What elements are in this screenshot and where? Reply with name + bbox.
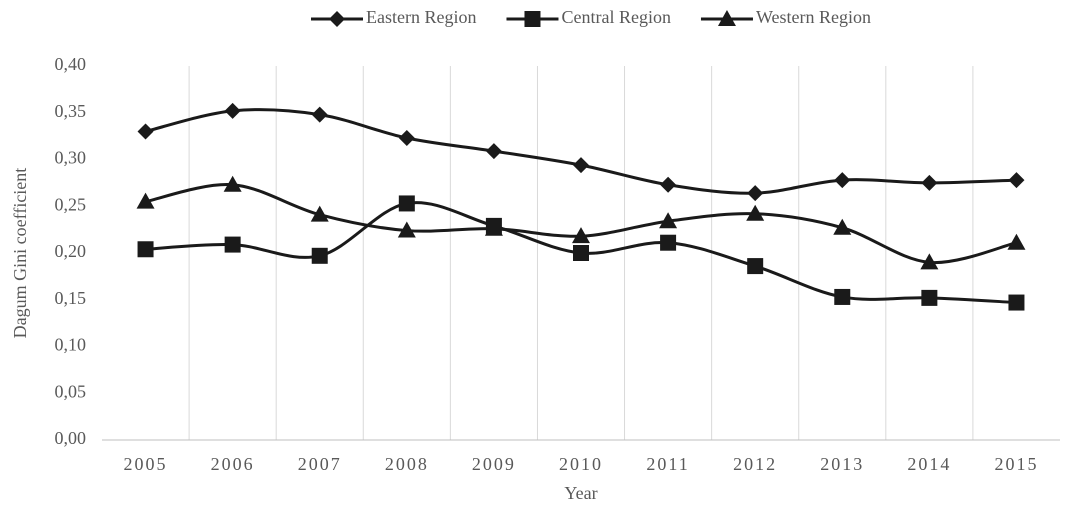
marker (747, 258, 764, 275)
marker (524, 11, 541, 27)
marker (310, 205, 329, 222)
marker (573, 157, 589, 174)
x-tick-label: 2014 (907, 454, 951, 474)
marker (659, 212, 678, 229)
y-tick-label: 0,00 (55, 428, 87, 448)
marker (834, 172, 851, 189)
marker (921, 289, 938, 306)
marker (397, 221, 416, 238)
marker (717, 10, 736, 26)
marker (311, 247, 328, 264)
x-tick-label: 2008 (385, 454, 429, 474)
x-tick-label: 2010 (559, 454, 603, 474)
x-tick-label: 2011 (646, 454, 689, 474)
y-tick-label: 0,30 (55, 148, 87, 168)
legend: Eastern Region Central Region Western Regi… (311, 7, 871, 27)
y-tick-label: 0,35 (55, 101, 87, 121)
x-tick-label: 2012 (733, 454, 777, 474)
marker (311, 106, 328, 123)
marker (136, 192, 155, 209)
marker (834, 288, 851, 305)
x-tick-label: 2005 (124, 454, 168, 474)
marker (398, 129, 415, 146)
x-tick-label: 2013 (820, 454, 864, 474)
y-tick-label: 0,25 (55, 194, 87, 214)
marker (1008, 294, 1025, 311)
y-tick-label: 0,20 (55, 241, 87, 261)
marker (660, 176, 677, 193)
marker (920, 253, 939, 270)
marker (329, 11, 345, 27)
marker (921, 174, 938, 191)
marker (224, 236, 241, 253)
marker (137, 241, 154, 258)
y-tick-label: 0,05 (55, 381, 87, 401)
legend-label: Central Region (561, 7, 670, 27)
marker (573, 245, 589, 261)
marker (660, 234, 677, 251)
marker (572, 227, 590, 244)
marker (223, 175, 242, 192)
legend-label: Eastern Region (366, 7, 476, 27)
marker (1008, 172, 1025, 189)
legend-label: Western Region (756, 7, 871, 27)
y-tick-label: 0,40 (55, 54, 87, 74)
y-tick-label: 0,10 (55, 335, 87, 355)
marker (1007, 233, 1026, 250)
y-tick-label: 0,15 (55, 288, 87, 308)
marker (484, 219, 503, 236)
x-tick-label: 2007 (298, 454, 342, 474)
marker (746, 204, 765, 221)
marker (224, 102, 241, 119)
x-tick-label: 2006 (211, 454, 255, 474)
x-axis-title: Year (564, 483, 597, 503)
x-tick-label: 2015 (994, 454, 1038, 474)
x-tick-label: 2009 (472, 454, 516, 474)
marker (137, 123, 154, 140)
marker (485, 143, 502, 160)
marker (833, 218, 852, 235)
y-axis-title: Dagum Gini coefficient (10, 168, 30, 339)
marker (747, 185, 764, 202)
marker (398, 195, 415, 212)
